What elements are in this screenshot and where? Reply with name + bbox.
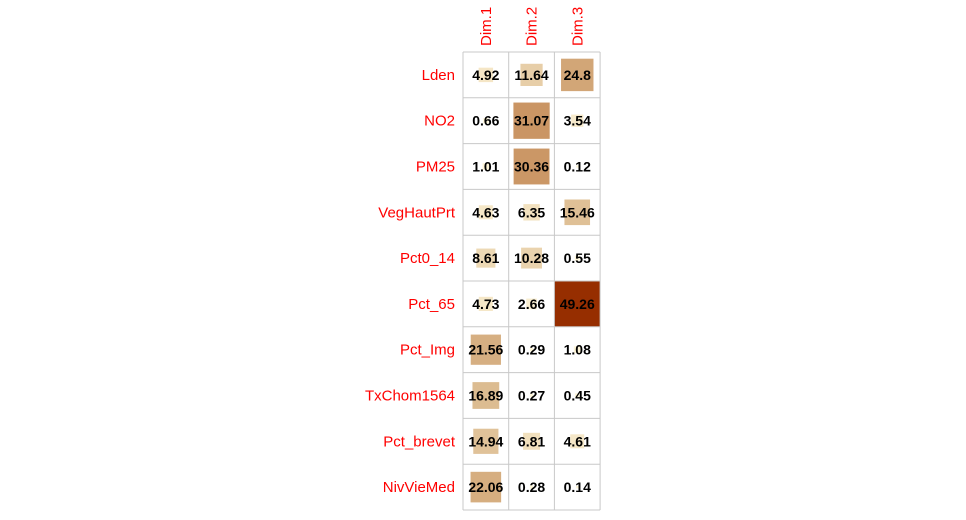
cell-square <box>520 63 543 86</box>
cell-value-label: 11.64 <box>514 67 548 83</box>
cell-value-label: 0.12 <box>564 159 591 175</box>
cell-square <box>570 434 585 449</box>
cell-square <box>482 163 490 170</box>
cell-value-label: 30.36 <box>514 159 549 175</box>
cell-value-label: 15.46 <box>560 204 595 220</box>
row-label: Pct_65 <box>408 296 455 313</box>
row-label: Pct0_14 <box>400 250 455 267</box>
cell-square <box>576 165 579 168</box>
cell-value-label: 0.45 <box>564 388 591 404</box>
cell-square <box>576 485 579 489</box>
cell-square <box>575 393 580 398</box>
cell-value-label: 24.8 <box>564 67 591 83</box>
cell-value-label: 0.27 <box>518 388 545 404</box>
cell-square <box>478 67 494 83</box>
row-label: VegHautPrt <box>378 204 456 221</box>
cell-value-label: 31.07 <box>514 113 549 129</box>
cell-square <box>478 296 493 311</box>
cell-square <box>564 199 591 226</box>
cell-value-label: 1.01 <box>472 159 499 175</box>
cell-square <box>476 248 496 268</box>
cell-value-label: 0.29 <box>518 342 545 358</box>
cell-square <box>513 102 550 139</box>
cell-value-label: 8.61 <box>472 250 499 266</box>
cell-value-label: 0.66 <box>472 113 499 129</box>
cell-square <box>529 393 534 398</box>
cell-value-label: 2.66 <box>518 296 545 312</box>
row-label: NivVieMed <box>383 479 455 496</box>
cell-square <box>554 281 601 327</box>
cell-square <box>521 247 542 269</box>
row-label: TxChom1564 <box>365 388 455 405</box>
cell-square <box>526 298 537 310</box>
cell-value-label: 3.54 <box>564 113 591 129</box>
cell-value-label: 4.73 <box>472 296 499 312</box>
cell-square <box>472 382 500 409</box>
cell-value-label: 10.28 <box>514 250 549 266</box>
cell-value-label: 0.28 <box>518 479 545 495</box>
cell-square <box>529 347 534 352</box>
cell-value-label: 21.56 <box>468 342 503 358</box>
cell-square <box>483 118 489 124</box>
cell-value-label: 49.26 <box>560 296 595 312</box>
cell-square <box>571 114 584 127</box>
cell-value-label: 4.92 <box>472 67 499 83</box>
cell-square <box>513 148 550 185</box>
cell-value-label: 0.55 <box>564 250 591 266</box>
column-label: Dim.3 <box>569 7 586 46</box>
cell-value-label: 4.63 <box>472 204 499 220</box>
cell-value-label: 22.06 <box>468 479 503 495</box>
cell-square <box>529 485 534 489</box>
cell-square <box>523 432 541 450</box>
row-label: Pct_Img <box>400 342 455 359</box>
cell-value-label: 4.61 <box>564 433 591 449</box>
row-label: PM25 <box>416 159 455 176</box>
cell-square <box>561 58 594 92</box>
row-label: NO2 <box>424 113 455 130</box>
row-label: Pct_brevet <box>383 433 456 450</box>
cell-value-label: 14.94 <box>468 433 503 449</box>
cell-square <box>478 205 493 220</box>
cell-value-label: 0.14 <box>564 479 591 495</box>
column-label: Dim.1 <box>478 7 495 46</box>
cell-value-label: 6.35 <box>518 204 545 220</box>
cell-square <box>473 428 499 454</box>
cell-square <box>470 334 501 365</box>
cell-value-label: 1.08 <box>564 342 591 358</box>
cell-square <box>574 255 580 261</box>
cell-value-label: 6.81 <box>518 433 545 449</box>
column-label: Dim.2 <box>524 7 541 46</box>
row-label: Lden <box>422 67 455 84</box>
cell-square <box>470 471 502 503</box>
cell-square <box>573 346 581 354</box>
cell-square <box>523 204 540 221</box>
cell-value-label: 16.89 <box>468 388 503 404</box>
